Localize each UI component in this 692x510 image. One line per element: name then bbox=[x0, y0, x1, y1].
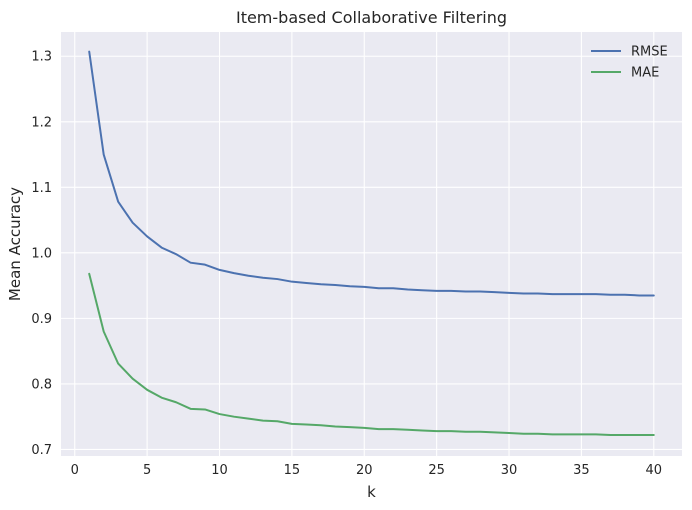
series-line-rmse bbox=[88, 50, 655, 297]
x-tick-label: 20 bbox=[356, 463, 373, 478]
x-tick-label: 0 bbox=[71, 463, 79, 478]
x-tick-labels: 0 5 10 15 20 25 30 35 40 bbox=[71, 463, 662, 478]
y-tick-labels: 0.7 0.8 0.9 1.0 1.1 1.2 1.3 bbox=[31, 50, 52, 458]
x-tick-label: 30 bbox=[501, 463, 518, 478]
x-tick-label: 25 bbox=[428, 463, 445, 478]
series-lines bbox=[88, 50, 655, 437]
legend: RMSE MAE bbox=[591, 45, 668, 81]
y-tick-label: 0.7 bbox=[31, 443, 52, 458]
legend-label-mae: MAE bbox=[631, 66, 659, 81]
y-tick-label: 0.9 bbox=[31, 312, 52, 327]
y-tick-label: 1.2 bbox=[31, 115, 52, 130]
y-tick-label: 1.1 bbox=[31, 181, 52, 196]
x-tick-label: 40 bbox=[645, 463, 662, 478]
x-tick-label: 10 bbox=[211, 463, 228, 478]
grid bbox=[61, 32, 682, 456]
plot-background bbox=[61, 32, 682, 456]
y-tick-label: 1.3 bbox=[31, 50, 52, 65]
x-tick-label: 35 bbox=[573, 463, 590, 478]
x-axis-label: k bbox=[367, 483, 376, 501]
y-axis-label: Mean Accuracy bbox=[6, 187, 24, 301]
chart-title: Item-based Collaborative Filtering bbox=[236, 8, 507, 27]
y-tick-label: 1.0 bbox=[31, 246, 52, 261]
x-tick-label: 15 bbox=[284, 463, 301, 478]
series-line-mae bbox=[88, 272, 655, 437]
y-tick-label: 0.8 bbox=[31, 377, 52, 392]
x-tick-label: 5 bbox=[143, 463, 151, 478]
legend-label-rmse: RMSE bbox=[631, 45, 668, 60]
